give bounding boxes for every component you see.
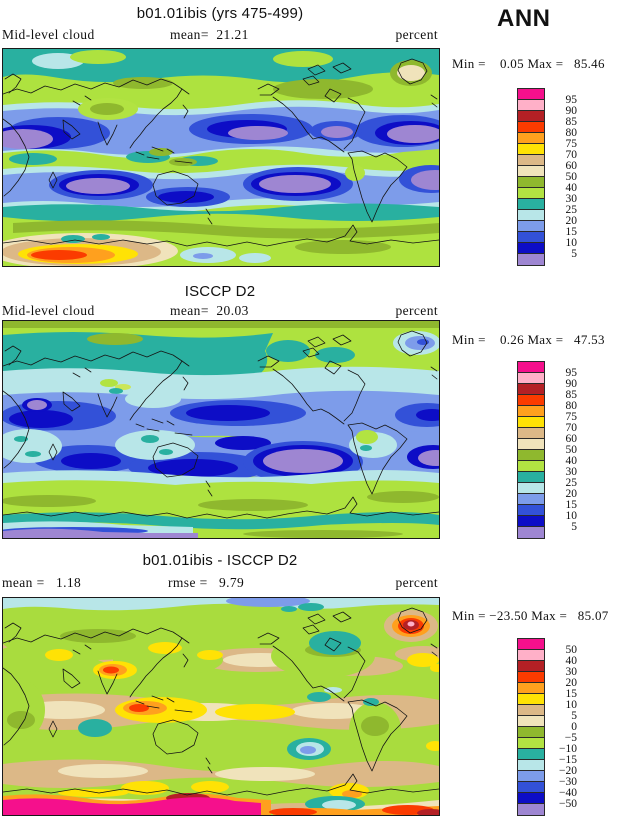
legend-tick-label: 15 <box>565 499 578 511</box>
legend-tick-label: 30 <box>565 466 578 478</box>
legend-tick-label: 90 <box>565 378 578 390</box>
legend-tick-label: 80 <box>565 400 578 412</box>
legend-tick-label: 10 <box>565 699 578 711</box>
legend-tick-label: 25 <box>565 204 578 216</box>
legend-tick-label: 50 <box>565 171 578 183</box>
legend-tick-label: 75 <box>565 138 578 150</box>
panel3-minmax: Min = −23.50 Max = 85.07 <box>452 608 609 623</box>
legend-tick-label: −30 <box>559 776 577 788</box>
legend-tick-label: 60 <box>565 433 578 445</box>
legend-tick-label: −40 <box>559 787 577 799</box>
legend-tick-label: 90 <box>565 105 578 117</box>
legend-tick-label: −50 <box>559 798 577 810</box>
legend-tick-label: 10 <box>565 510 578 522</box>
map-model-midlevel-cloud <box>2 48 440 267</box>
panel1-minmax: Min = 0.05 Max = 85.46 <box>452 56 605 71</box>
legend-tick-label: 5 <box>571 710 577 722</box>
season-label: ANN <box>497 5 551 32</box>
map-difference <box>2 597 440 816</box>
panel3-units-label: percent <box>395 575 438 590</box>
panel1-units-label: percent <box>395 27 438 42</box>
legend-tick-label: 80 <box>565 127 578 139</box>
legend-tick-label: −5 <box>564 732 577 744</box>
legend-tick-label: 40 <box>565 182 578 194</box>
legend-tick-label: 50 <box>565 444 578 456</box>
legend-tick-label: 40 <box>565 455 578 467</box>
legend-tick-label: 15 <box>565 688 578 700</box>
panel3-rmse-label: rmse = 9.79 <box>168 575 245 590</box>
legend-tick-label: 95 <box>565 367 578 379</box>
legend-color-box <box>517 253 545 266</box>
legend-tick-label: 95 <box>565 94 578 106</box>
legend-tick-label: 85 <box>565 389 578 401</box>
legend-tick-label: 25 <box>565 477 578 489</box>
legend-tick-label: 20 <box>565 677 578 689</box>
panel1-colorbar: 95 90 85 80 75 70 60 50 40 30 25 20 15 10 5 <box>517 88 579 267</box>
legend-tick-label: 0 <box>571 721 577 733</box>
panel1-mean-label: mean= 21.21 <box>170 27 249 42</box>
panel2-units-label: percent <box>395 303 438 318</box>
panel2-variable-label: Mid-level cloud <box>2 303 95 318</box>
legend-tick-label: 30 <box>565 193 578 205</box>
panel2-title: ISCCP D2 <box>184 283 256 300</box>
legend-tick-label: −10 <box>559 743 577 755</box>
legend-tick-label: 10 <box>565 237 578 249</box>
legend-tick-label: 15 <box>565 226 578 238</box>
legend-color-box <box>517 803 545 816</box>
legend-tick-label: 60 <box>565 160 578 172</box>
panel2-minmax: Min = 0.26 Max = 47.53 <box>452 332 605 347</box>
legend-tick-label: 40 <box>565 655 578 667</box>
legend-tick-label: 85 <box>565 116 578 128</box>
legend-tick-label: 5 <box>571 248 577 260</box>
legend-tick-label: 70 <box>565 422 578 434</box>
legend-tick-label: −15 <box>559 754 577 766</box>
panel1-variable-label: Mid-level cloud <box>2 27 95 42</box>
legend-tick-label: 5 <box>571 521 577 533</box>
legend-tick-label: 20 <box>565 215 578 227</box>
panel3-title: b01.01ibis - ISCCP D2 <box>142 552 298 569</box>
legend-tick-label: 70 <box>565 149 578 161</box>
map-isccp-d2 <box>2 320 440 539</box>
panel3-colorbar: 50 40 30 20 15 10 5 0 −5 −10 −15 −20 −30 −40 −50 <box>517 638 579 817</box>
legend-tick-label: 20 <box>565 488 578 500</box>
panel3-mean-label: mean = 1.18 <box>2 575 82 590</box>
panel2-colorbar: 95 90 85 80 75 70 60 50 40 30 25 20 15 10 5 <box>517 361 579 540</box>
legend-tick-label: 30 <box>565 666 578 678</box>
panel2-mean-label: mean= 20.03 <box>170 303 249 318</box>
legend-tick-label: 75 <box>565 411 578 423</box>
legend-tick-label: 50 <box>565 644 578 656</box>
legend-color-box <box>517 526 545 539</box>
legend-tick-label: −20 <box>559 765 577 777</box>
panel1-title: b01.01ibis (yrs 475-499) <box>136 5 304 22</box>
